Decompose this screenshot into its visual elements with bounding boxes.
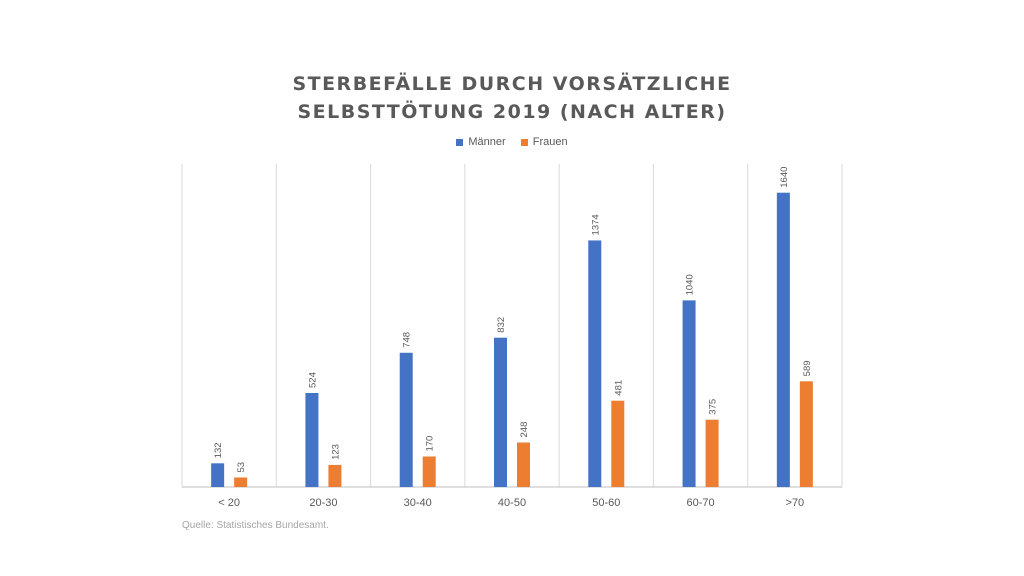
bar-frauen	[705, 419, 719, 487]
x-tick-label: 50-60	[592, 497, 620, 509]
bar-frauen	[799, 381, 813, 487]
chart-title-line-2: SELBSTTÖTUNG 2019 (NACH ALTER)	[297, 101, 727, 123]
bar-maenner	[494, 337, 507, 487]
legend-item-frauen: Frauen	[520, 136, 568, 148]
data-label: 375	[708, 399, 719, 415]
data-label: 248	[519, 422, 530, 438]
data-label: 1374	[590, 214, 601, 235]
x-tick-label: >70	[786, 497, 805, 509]
x-tick-label: 60-70	[687, 497, 715, 509]
data-label: 1640	[779, 167, 790, 188]
data-label: 524	[307, 372, 318, 388]
x-tick-label: 40-50	[498, 497, 526, 509]
data-label: 832	[496, 317, 507, 333]
data-label: 132	[213, 442, 224, 458]
bar-frauen	[517, 442, 530, 487]
bar-frauen	[234, 477, 248, 487]
data-label: 481	[613, 380, 624, 396]
chart-title-line-1: STERBEFÄLLE DURCH VORSÄTZLICHE	[292, 73, 732, 95]
source-note: Quelle: Statistisches Bundesamt.	[182, 520, 329, 531]
legend-swatch-frauen	[520, 138, 528, 146]
bar-frauen	[611, 400, 625, 487]
x-tick-label: 20-30	[309, 497, 337, 509]
legend-label-frauen: Frauen	[532, 136, 568, 148]
legend-item-maenner: Männer	[456, 136, 506, 148]
bar-maenner	[305, 392, 319, 487]
legend-swatch-maenner	[456, 138, 464, 146]
data-label: 748	[402, 332, 413, 348]
chart-legend: Männer Frauen	[0, 136, 1024, 149]
bar-frauen	[328, 464, 342, 487]
x-tick-label: 30-40	[404, 497, 432, 509]
data-label: 123	[330, 444, 341, 460]
bar-maenner	[682, 300, 696, 487]
bar-maenner	[211, 463, 225, 487]
bar-frauen	[422, 456, 436, 487]
chart-title: STERBEFÄLLE DURCH VORSÄTZLICHE SELBSTTÖT…	[0, 70, 1024, 126]
legend-label-maenner: Männer	[468, 136, 506, 148]
bar-maenner	[399, 352, 413, 487]
x-tick-label: < 20	[218, 497, 240, 509]
data-label: 1040	[685, 274, 696, 295]
data-label: 589	[802, 360, 813, 376]
bar-maenner	[588, 240, 602, 487]
data-label: 170	[425, 436, 436, 452]
bar-maenner	[776, 192, 790, 487]
data-label: 53	[236, 462, 247, 473]
